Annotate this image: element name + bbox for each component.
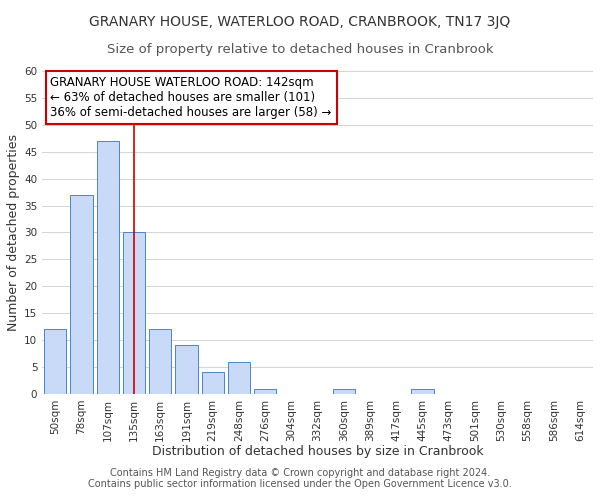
Bar [202,372,224,394]
Bar [333,388,355,394]
Bar [254,388,277,394]
Bar [97,141,119,394]
Text: Contains HM Land Registry data © Crown copyright and database right 2024.: Contains HM Land Registry data © Crown c… [110,468,490,477]
Bar [70,194,93,394]
Text: Contains public sector information licensed under the Open Government Licence v3: Contains public sector information licen… [88,479,512,489]
Bar [175,346,197,394]
Bar [44,330,67,394]
Y-axis label: Number of detached properties: Number of detached properties [7,134,20,331]
Text: Size of property relative to detached houses in Cranbrook: Size of property relative to detached ho… [107,42,493,56]
Bar [149,330,172,394]
Bar [412,388,434,394]
X-axis label: Distribution of detached houses by size in Cranbrook: Distribution of detached houses by size … [152,445,484,458]
Bar [228,362,250,394]
Text: GRANARY HOUSE, WATERLOO ROAD, CRANBROOK, TN17 3JQ: GRANARY HOUSE, WATERLOO ROAD, CRANBROOK,… [89,15,511,29]
Bar [123,232,145,394]
Text: GRANARY HOUSE WATERLOO ROAD: 142sqm
← 63% of detached houses are smaller (101)
3: GRANARY HOUSE WATERLOO ROAD: 142sqm ← 63… [50,76,332,119]
